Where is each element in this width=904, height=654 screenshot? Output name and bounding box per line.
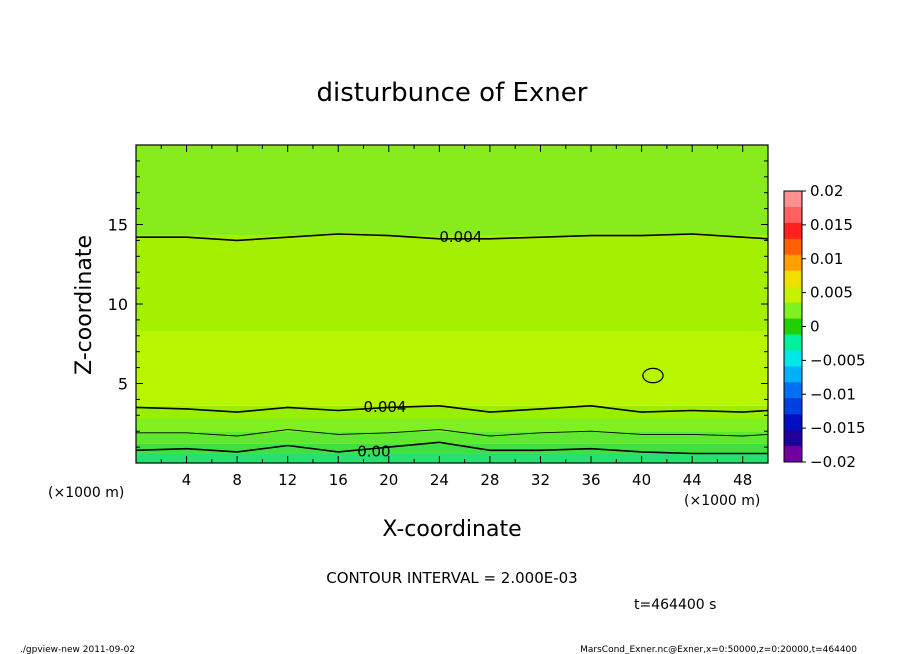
colorbar-label: −0.01	[810, 385, 856, 403]
closed-contour	[642, 367, 664, 384]
colorbar-segment-0	[784, 191, 802, 208]
colorbar-label: −0.015	[810, 419, 866, 437]
colorbar-segment-11	[784, 366, 802, 383]
footer-left: ./gpview-new 2011-09-02	[20, 645, 135, 654]
contour-line-0	[136, 233, 768, 242]
colorbar-segment-3	[784, 238, 802, 256]
colorbar-segment-4	[784, 254, 802, 272]
x-tick-label: 8	[232, 471, 242, 489]
colorbar-segment-1	[784, 206, 802, 224]
colorbar-segment-12	[784, 382, 802, 399]
contour-interval-text: CONTOUR INTERVAL = 2.000E-03	[326, 569, 577, 587]
y-axis-label: Z-coordinate	[72, 235, 97, 375]
contour-band-3	[136, 418, 768, 432]
x-tick-label: 12	[278, 471, 297, 489]
chart-title: disturbunce of Exner	[317, 78, 588, 108]
contour-field	[136, 145, 768, 463]
colorbar-segment-13	[784, 398, 802, 415]
x-tick-label: 16	[329, 471, 348, 489]
contour-label-1: 0.004	[364, 398, 407, 416]
contour-label-0: 0.004	[439, 228, 482, 246]
colorbar-segment-14	[784, 414, 802, 431]
x-tick-label: 24	[430, 471, 449, 489]
colorbar-label: 0	[810, 318, 820, 336]
x-axis-label: X-coordinate	[382, 517, 521, 542]
x-tick-label: 40	[632, 471, 651, 489]
colorbar-segment-7	[784, 302, 802, 320]
time-label: t=464400 s	[634, 597, 716, 613]
colorbar-label: 0.015	[810, 216, 853, 234]
colorbar-segment-6	[784, 286, 802, 304]
colorbar-segment-5	[784, 270, 802, 288]
footer-right: MarsCond_Exner.nc@Exner,x=0:50000,z=0:20…	[580, 645, 857, 654]
colorbar-label: −0.02	[810, 453, 856, 471]
colorbar-label: 0.02	[810, 182, 843, 200]
x-unit-right: (×1000 m)	[684, 493, 760, 509]
y-axis-ticks: 5 10 15	[108, 160, 768, 448]
colorbar-label: −0.005	[810, 351, 866, 369]
x-axis-ticks: 4 8 12 16 20 24 28 32 36 40 44 48	[160, 145, 752, 489]
contour-band-1	[136, 443, 768, 454]
x-tick-label: 44	[683, 471, 702, 489]
contour-lines: 0.004 0.004 0.00	[136, 228, 768, 460]
contour-line-3	[136, 441, 768, 455]
y-tick-label: 5	[118, 375, 128, 394]
colorbar-segment-10	[784, 350, 802, 367]
colorbar-segment-8	[784, 318, 802, 335]
contour-line-1	[136, 404, 768, 413]
x-tick-label: 36	[581, 471, 600, 489]
x-tick-label: 4	[182, 471, 192, 489]
x-tick-label: 32	[531, 471, 550, 489]
contour-band-7	[136, 145, 768, 236]
contour-label-3: 0.00	[357, 442, 390, 460]
x-tick-label: 20	[379, 471, 398, 489]
y-tick-label: 10	[108, 295, 128, 314]
colorbar-label: 0.01	[810, 250, 843, 268]
colorbar: 0.02 0.015 0.01 0.005 0 −0.005 −0.01 −0.015 −0.0…	[783, 182, 866, 471]
x-tick-label: 48	[733, 471, 752, 489]
colorbar-segment-16	[784, 446, 802, 463]
colorbar-segment-2	[784, 222, 802, 240]
x-unit-left: (×1000 m)	[48, 485, 124, 501]
colorbar-segment-15	[784, 430, 802, 447]
y-tick-label: 15	[108, 216, 128, 235]
contour-band-0	[136, 453, 768, 463]
contour-line-2	[136, 429, 768, 437]
x-tick-label: 28	[480, 471, 499, 489]
colorbar-label: 0.005	[810, 284, 853, 302]
colorbar-segment-9	[784, 334, 802, 351]
contour-band-2	[136, 431, 768, 444]
contour-band-5	[136, 331, 768, 406]
contour-band-6	[136, 235, 768, 332]
